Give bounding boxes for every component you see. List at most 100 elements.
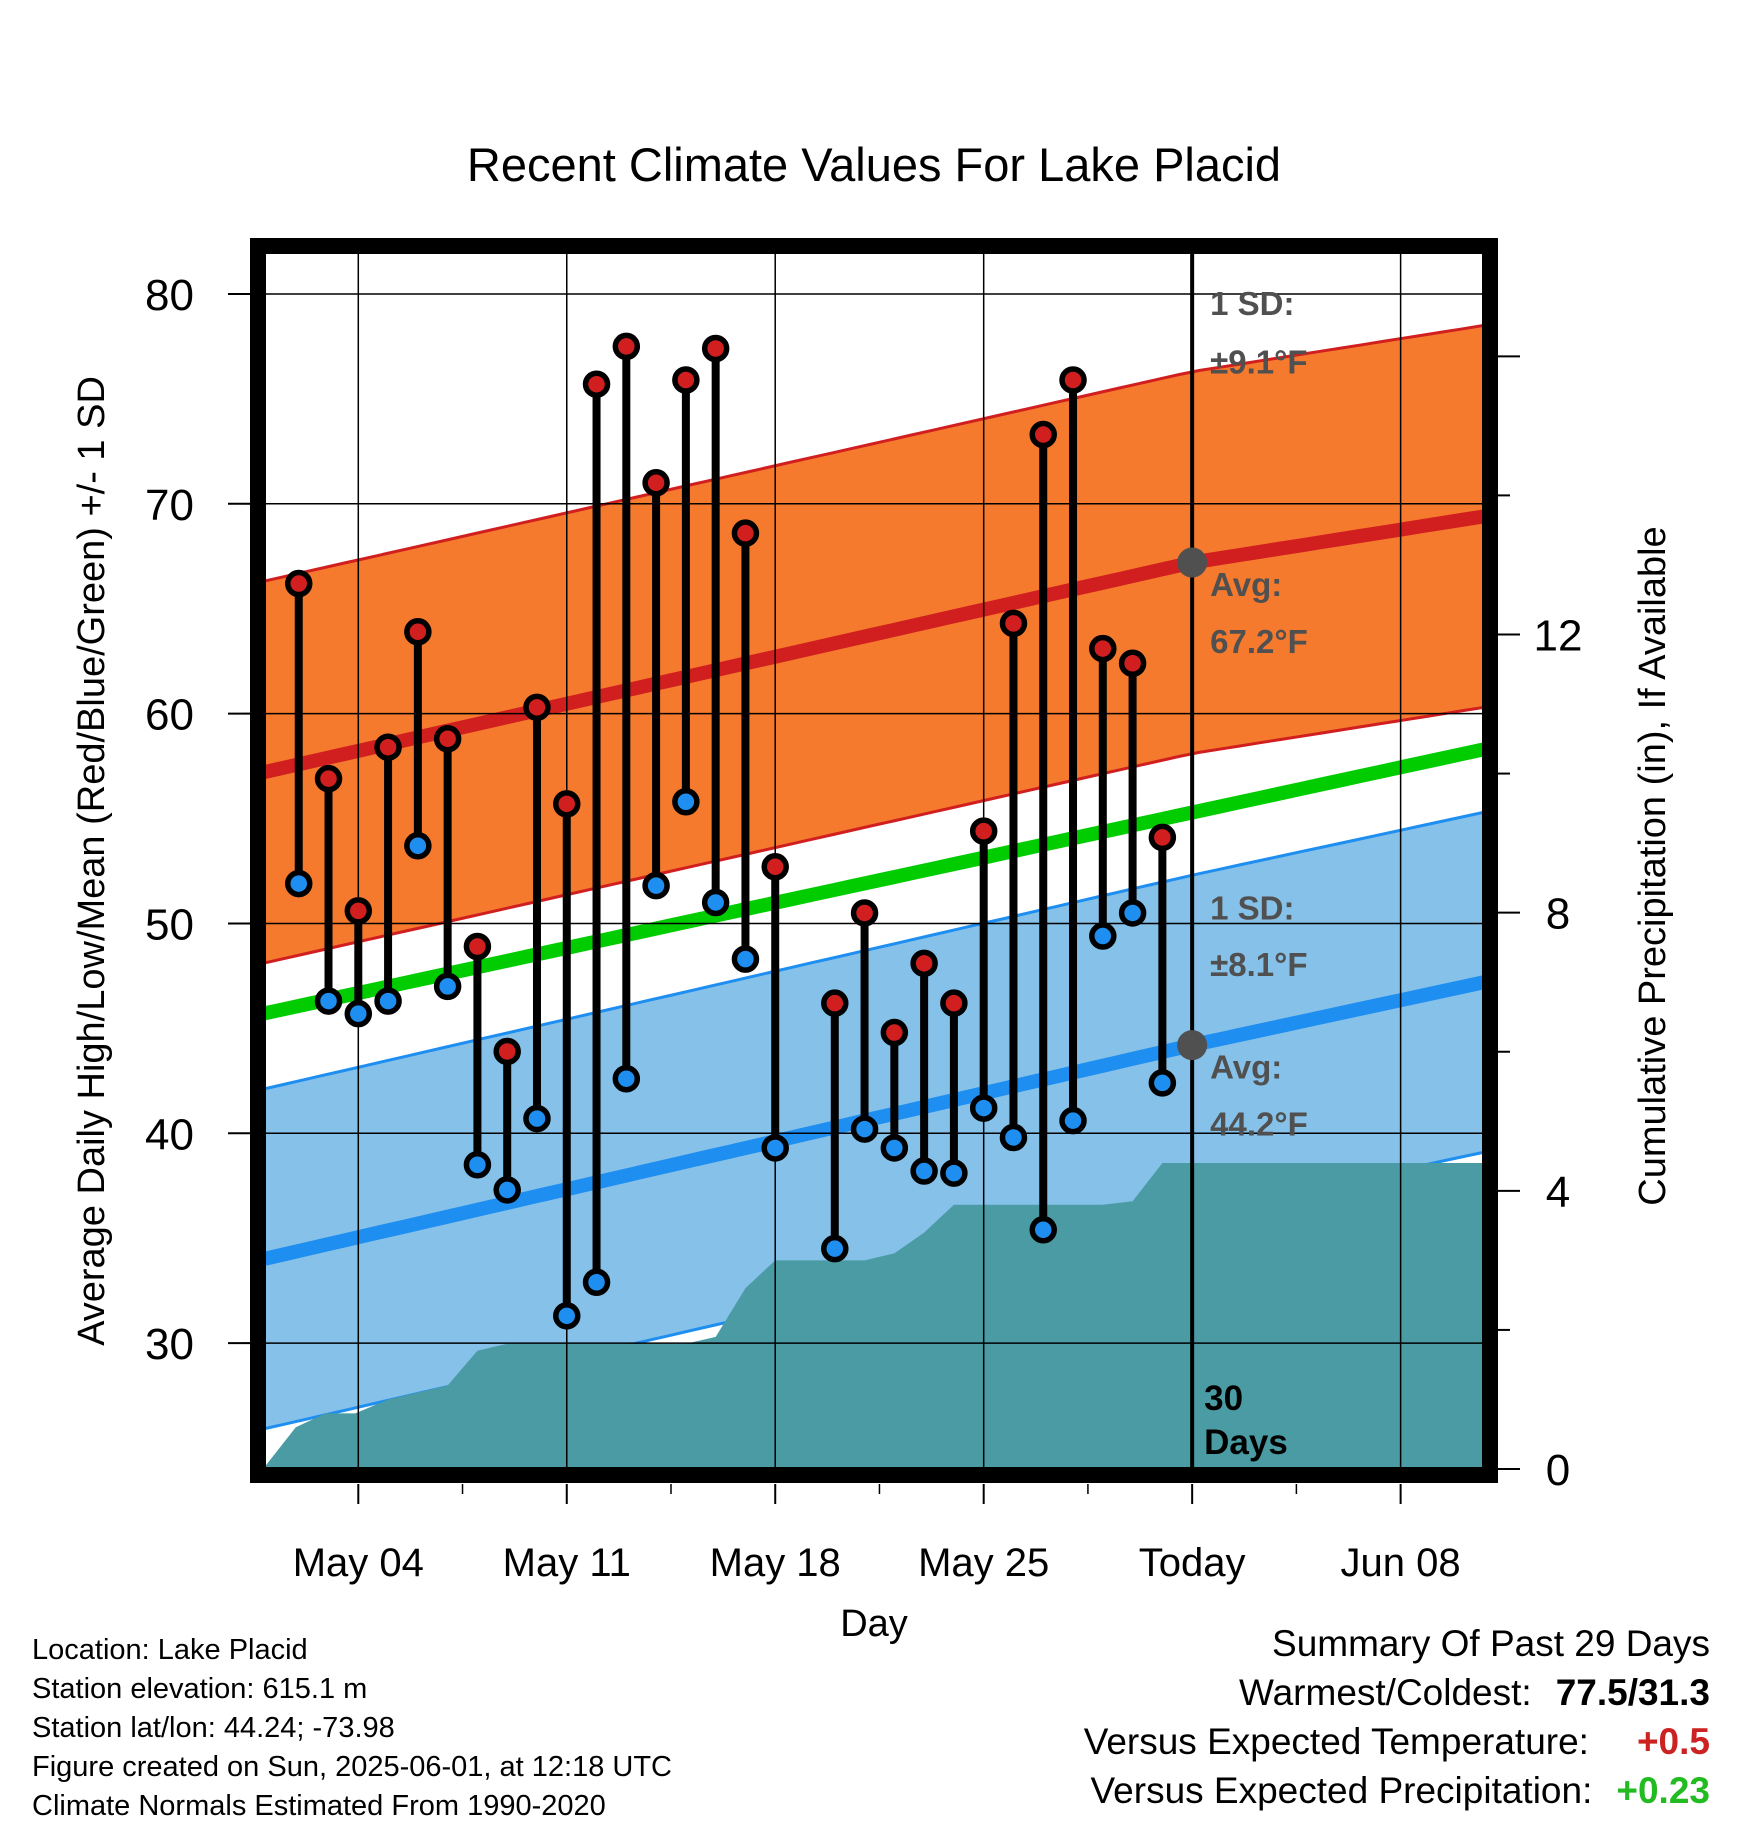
today-window-number: 30 bbox=[1204, 1379, 1243, 1418]
low-point-day-16 bbox=[701, 888, 730, 917]
low-avg-label: Avg: bbox=[1210, 1049, 1282, 1086]
low-point-day-10 bbox=[523, 1104, 551, 1133]
high-point-day-2 bbox=[284, 569, 313, 598]
high-point-day-15 bbox=[672, 366, 700, 394]
low-avg-value: 44.2°F bbox=[1210, 1105, 1308, 1142]
y-axis-right-label: Cumulative Precipitation (in), If Availa… bbox=[1632, 526, 1674, 1205]
low-point-day-28 bbox=[1059, 1106, 1087, 1135]
high-avg-label: Avg: bbox=[1210, 566, 1282, 603]
low-point-day-17 bbox=[731, 945, 760, 973]
high-point-day-6 bbox=[404, 618, 432, 646]
low-point-day-9 bbox=[493, 1176, 521, 1204]
low-point-day-22 bbox=[880, 1134, 909, 1162]
high-point-day-31 bbox=[1148, 823, 1177, 852]
high-avg-value: 67.2°F bbox=[1210, 623, 1308, 660]
footer-location: Location: Lake Placid bbox=[32, 1634, 308, 1666]
high-point-day-29 bbox=[1089, 634, 1117, 663]
low-point-day-12 bbox=[582, 1268, 611, 1297]
summary-warm-cold-value: 77.5/31.3 bbox=[1555, 1672, 1710, 1713]
low-normal-line bbox=[263, 975, 1484, 1267]
x-tick-label-0: May 04 bbox=[293, 1541, 424, 1585]
y-right-tick-label-0: 0 bbox=[1546, 1446, 1570, 1495]
low-point-day-6 bbox=[404, 832, 432, 860]
y-left-tick-label-60: 60 bbox=[145, 691, 194, 740]
low-point-day-27 bbox=[1029, 1216, 1057, 1244]
y-left-tick-label-40: 40 bbox=[145, 1110, 194, 1159]
high-sd-lower-line bbox=[263, 705, 1484, 965]
summary-warm-cold: Warmest/Coldest: 77.5/31.3 bbox=[1239, 1674, 1710, 1711]
low-point-day-3 bbox=[314, 987, 343, 1015]
high-point-day-17 bbox=[731, 519, 760, 547]
low-sd-value: ±8.1°F bbox=[1210, 946, 1307, 983]
high-point-day-28 bbox=[1059, 366, 1087, 394]
high-point-day-3 bbox=[314, 764, 343, 793]
high-point-day-16 bbox=[701, 334, 730, 363]
low-point-day-8 bbox=[463, 1151, 492, 1179]
x-tick-label-5: Jun 08 bbox=[1341, 1541, 1461, 1585]
high-point-day-23 bbox=[910, 949, 938, 978]
low-point-day-4 bbox=[344, 999, 373, 1028]
high-point-day-9 bbox=[493, 1037, 521, 1066]
today-window-unit: Days bbox=[1204, 1423, 1288, 1462]
plot-frame bbox=[250, 238, 1498, 1483]
low-sd-upper-line bbox=[263, 810, 1484, 1091]
low-point-day-14 bbox=[642, 871, 670, 900]
high-point-day-26 bbox=[999, 609, 1028, 638]
low-sd-label: 1 SD: bbox=[1210, 889, 1294, 926]
high-sd-value: ±9.1°F bbox=[1210, 344, 1307, 381]
low-point-day-20 bbox=[821, 1234, 849, 1263]
x-tick-label-1: May 11 bbox=[503, 1541, 631, 1585]
high-sd-label: 1 SD: bbox=[1210, 285, 1294, 322]
x-axis-label: Day bbox=[840, 1603, 908, 1645]
high-point-day-30 bbox=[1118, 649, 1147, 678]
high-point-day-24 bbox=[940, 989, 968, 1017]
high-point-day-8 bbox=[463, 932, 492, 961]
y-left-tick-label-80: 80 bbox=[145, 271, 194, 320]
x-tick-label-4: Today bbox=[1139, 1541, 1246, 1585]
footer-created: Figure created on Sun, 2025-06-01, at 12… bbox=[32, 1751, 672, 1783]
summary-precip-value: +0.23 bbox=[1616, 1770, 1710, 1811]
low-point-day-2 bbox=[284, 869, 313, 898]
high-point-day-25 bbox=[969, 817, 998, 845]
high-point-day-12 bbox=[582, 370, 611, 398]
summary-precipitation: Versus Expected Precipitation: +0.23 bbox=[1091, 1772, 1710, 1809]
today-high-avg-marker bbox=[1177, 547, 1208, 578]
summary-precip-label: Versus Expected Precipitation: bbox=[1090, 1770, 1593, 1811]
high-point-day-10 bbox=[523, 693, 551, 722]
summary-temp-value: +0.5 bbox=[1636, 1721, 1710, 1762]
high-point-day-21 bbox=[850, 899, 879, 927]
summary-temp-label: Versus Expected Temperature: bbox=[1083, 1721, 1589, 1762]
low-point-day-21 bbox=[850, 1115, 879, 1143]
y-right-tick-label-4: 4 bbox=[1546, 1168, 1570, 1217]
y-right-tick-label-8: 8 bbox=[1546, 890, 1570, 939]
mean-normal-line bbox=[263, 742, 1484, 1021]
y-left-tick-label-30: 30 bbox=[145, 1320, 194, 1369]
x-tick-label-3: May 25 bbox=[918, 1541, 1049, 1585]
high-point-day-27 bbox=[1029, 420, 1057, 449]
high-normal-line bbox=[263, 509, 1484, 780]
low-point-day-26 bbox=[999, 1123, 1028, 1152]
y-right-tick-label-12: 12 bbox=[1534, 611, 1583, 660]
footer-elevation: Station elevation: 615.1 m bbox=[32, 1673, 368, 1705]
low-point-day-15 bbox=[672, 787, 700, 816]
low-point-day-11 bbox=[553, 1302, 581, 1330]
low-point-day-18 bbox=[761, 1134, 789, 1162]
chart-title: Recent Climate Values For Lake Placid bbox=[467, 138, 1281, 191]
footer-latlon: Station lat/lon: 44.24; -73.98 bbox=[32, 1712, 395, 1744]
low-point-day-31 bbox=[1148, 1069, 1177, 1097]
y-left-tick-label-70: 70 bbox=[145, 481, 194, 530]
high-point-day-22 bbox=[880, 1018, 909, 1047]
high-sd-upper-line bbox=[263, 323, 1484, 583]
x-tick-label-2: May 18 bbox=[710, 1541, 841, 1585]
low-point-day-30 bbox=[1118, 899, 1147, 927]
high-point-day-13 bbox=[612, 332, 641, 361]
high-point-day-7 bbox=[433, 725, 462, 753]
footer-normals: Climate Normals Estimated From 1990-2020 bbox=[32, 1790, 606, 1822]
high-point-day-4 bbox=[344, 897, 373, 925]
summary-title: Summary Of Past 29 Days bbox=[1272, 1623, 1710, 1664]
precipitation-area bbox=[263, 1163, 1484, 1469]
y-axis-left-label: Average Daily High/Low/Mean (Red/Blue/Gr… bbox=[71, 376, 113, 1346]
low-point-day-13 bbox=[612, 1064, 641, 1093]
summary-temperature: Versus Expected Temperature: +0.5 bbox=[1084, 1723, 1710, 1760]
